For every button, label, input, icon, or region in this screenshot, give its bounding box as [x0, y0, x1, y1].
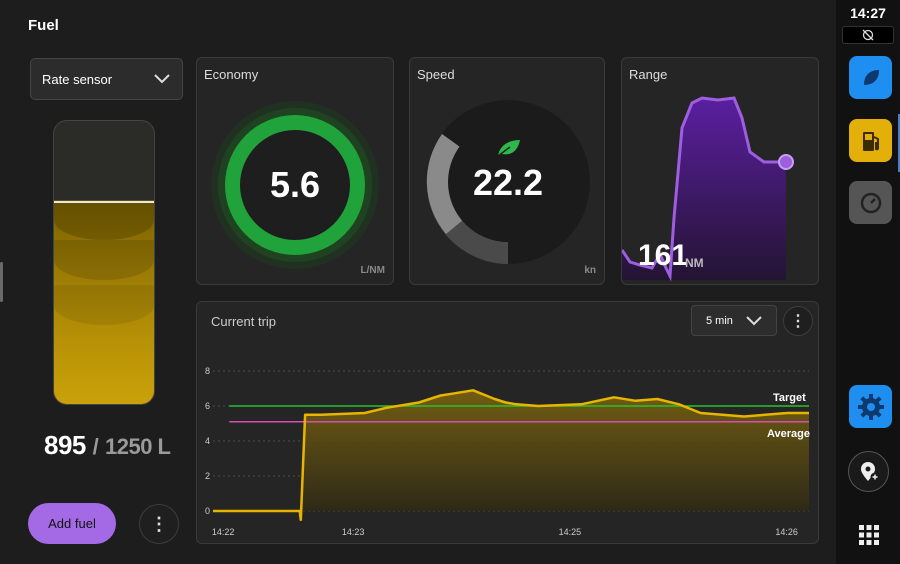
main-area: Fuel Rate sensor 895 / 1250 L Add fuel ⋮ — [0, 17, 819, 544]
gear-icon — [857, 393, 884, 420]
speed-unit: kn — [584, 265, 596, 276]
range-graph — [622, 96, 794, 282]
source-select[interactable]: Rate sensor — [30, 58, 183, 100]
source-select-value: Rate sensor — [42, 71, 113, 87]
tank-shade — [54, 200, 154, 240]
speed-label: Speed — [417, 67, 455, 82]
clock: 14:27 — [850, 5, 886, 21]
tank-shade — [54, 285, 154, 325]
trip-more-icon[interactable]: ⋮ — [783, 306, 813, 336]
range-label: Range — [629, 67, 668, 82]
speed-card[interactable]: Speed 22.2 kn — [409, 57, 605, 285]
trip-card: Current trip 5 min ⋮ 0 2 4 6 8 14:22 14:23 14:2… — [196, 301, 819, 544]
average-label: Average — [767, 428, 811, 440]
page-title: Fuel — [28, 17, 59, 34]
nav-fuel-button[interactable] — [849, 119, 892, 162]
economy-value: 5.6 — [269, 164, 321, 205]
economy-ring — [211, 101, 379, 269]
y-tick-label: 6 — [205, 401, 210, 411]
side-rail: 14:27 — [836, 0, 900, 564]
target-label: Target — [773, 392, 806, 404]
interval-select[interactable]: 5 min — [691, 305, 777, 336]
range-unit: NM — [685, 256, 704, 270]
edge-handle[interactable] — [0, 262, 3, 302]
fuel-volume: 895 / 1250 L — [44, 430, 171, 461]
navigation-leaf-icon — [863, 69, 879, 85]
y-tick-label: 8 — [205, 366, 210, 376]
add-waypoint-button[interactable] — [848, 451, 889, 492]
tank-shade — [54, 240, 154, 280]
gauge-icon — [860, 192, 881, 213]
fuel-pump-icon — [862, 131, 879, 151]
nav-navigation-button[interactable] — [849, 56, 892, 99]
range-value: 161 — [638, 239, 689, 272]
connectivity-status — [842, 26, 894, 44]
interval-value: 5 min — [706, 314, 733, 327]
x-tick-label: 14:23 — [342, 527, 365, 537]
fuel-tank-gauge — [53, 120, 155, 405]
chevron-down-icon — [746, 315, 762, 325]
current-volume: 895 — [44, 430, 86, 460]
y-tick-label: 4 — [205, 436, 210, 446]
speed-value: 22.2 — [472, 162, 544, 203]
fuel-rate-line — [213, 389, 809, 522]
nav-engine-button[interactable] — [849, 181, 892, 224]
range-card[interactable]: Range 161 NM — [621, 57, 819, 285]
add-location-icon — [860, 461, 879, 481]
y-tick-label: 2 — [205, 471, 210, 481]
economy-label: Economy — [204, 67, 259, 82]
fuel-level-line — [54, 201, 154, 203]
fuel-level-fill — [54, 200, 154, 404]
chevron-down-icon — [154, 72, 170, 87]
x-tick-label: 14:25 — [559, 527, 582, 537]
apps-grid-icon[interactable] — [859, 525, 879, 550]
x-tick-label: 14:26 — [775, 527, 798, 537]
active-indicator — [898, 114, 900, 172]
speed-gauge — [426, 100, 590, 264]
no-signal-icon — [862, 29, 874, 41]
y-tick-label: 0 — [205, 506, 210, 516]
tank-capacity: 1250 L — [104, 434, 171, 459]
economy-card[interactable]: Economy 5.6 L/NM — [196, 57, 394, 285]
eco-leaf-icon — [496, 138, 522, 163]
more-options-icon[interactable]: ⋮ — [139, 504, 179, 544]
x-tick-label: 14:22 — [212, 527, 235, 537]
trip-chart: 0 2 4 6 8 14:22 14:23 14:25 14:26 — [205, 366, 809, 537]
volume-separator: / — [92, 434, 99, 459]
trip-title: Current trip — [211, 314, 277, 329]
fuel-rate-area — [213, 390, 809, 520]
add-fuel-button[interactable]: Add fuel — [28, 503, 116, 544]
economy-unit: L/NM — [360, 265, 385, 276]
nav-settings-button[interactable] — [849, 385, 892, 428]
